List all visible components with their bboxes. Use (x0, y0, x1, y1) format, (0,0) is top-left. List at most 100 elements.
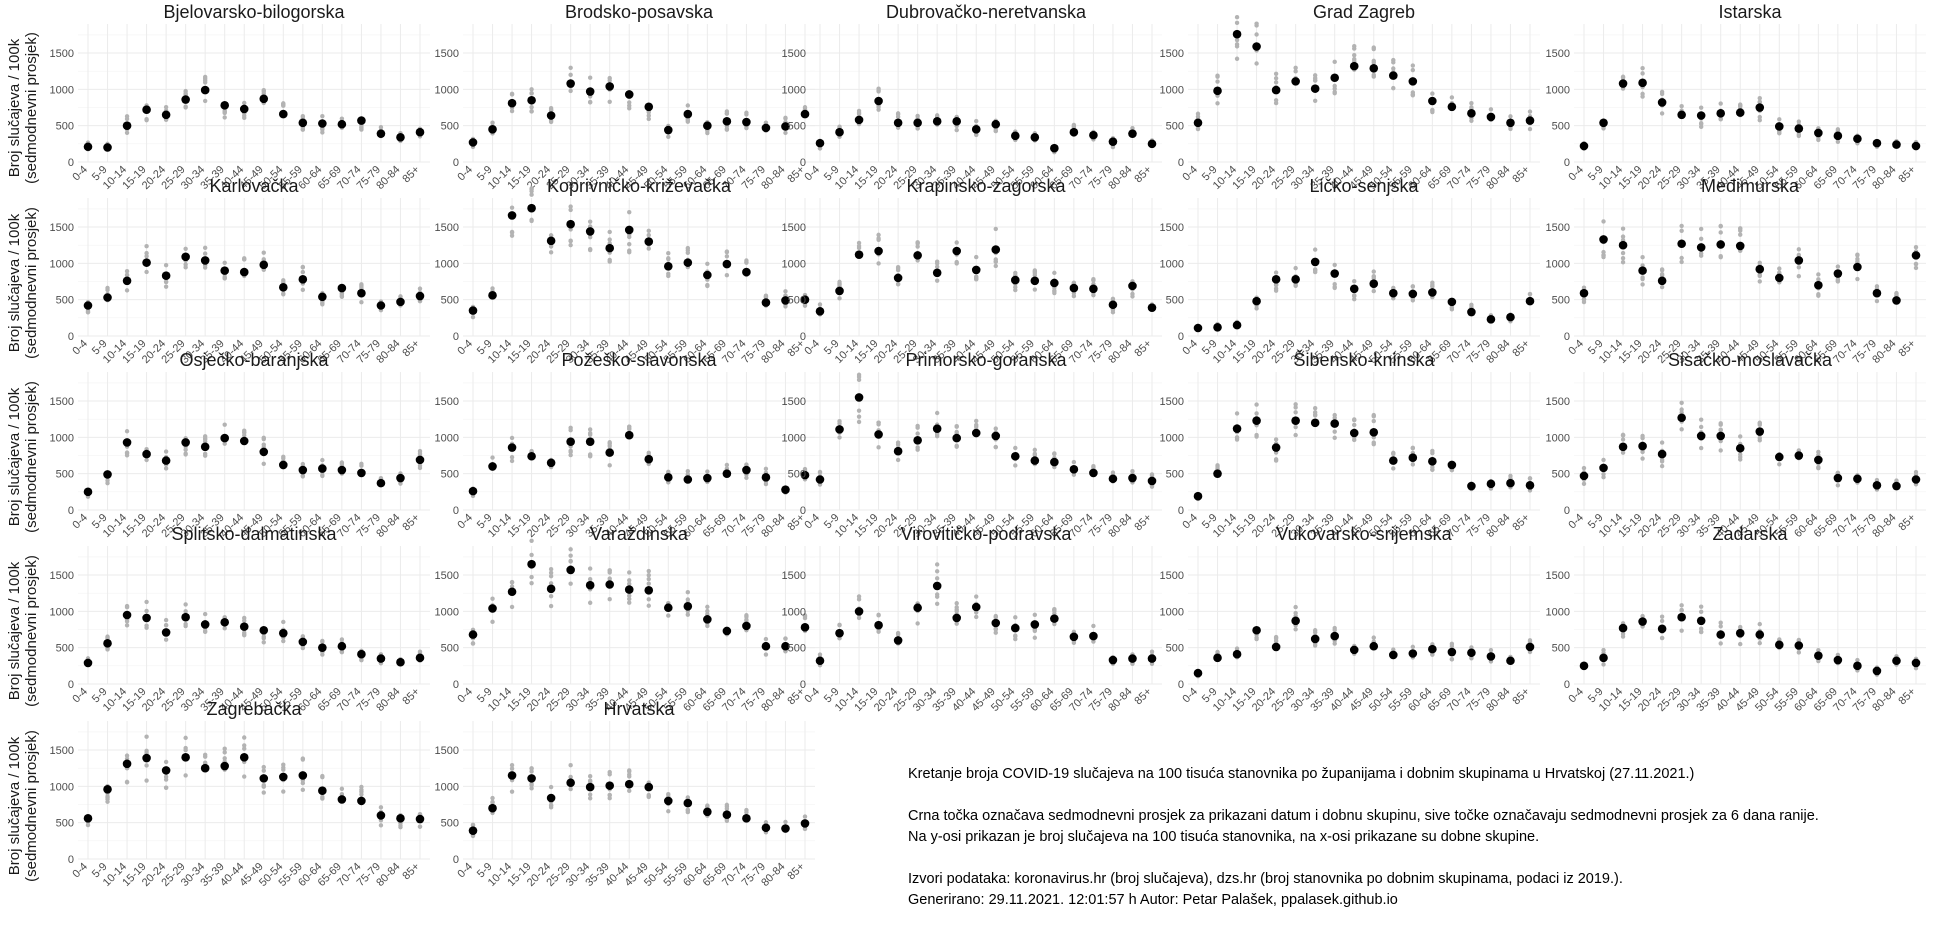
previous-day-point (1718, 254, 1723, 260)
current-point (1774, 122, 1784, 131)
previous-day-point (548, 784, 554, 790)
y-tick-label: 500 (1166, 643, 1184, 655)
previous-day-point (1835, 483, 1841, 488)
current-point (605, 243, 615, 253)
previous-day-point (202, 251, 208, 256)
previous-day-point (1130, 468, 1135, 474)
panel-title: Primorsko-goranska (905, 350, 1067, 370)
previous-day-point (1091, 623, 1096, 629)
previous-day-point (993, 257, 998, 262)
previous-day-point (144, 244, 149, 249)
previous-day-point (202, 437, 208, 442)
current-point (527, 203, 536, 213)
current-point (1330, 631, 1340, 641)
previous-day-point (1659, 89, 1665, 95)
x-tick-label: 85+ (1896, 164, 1918, 186)
previous-day-point (1332, 262, 1337, 268)
current-point (1599, 235, 1608, 244)
previous-day-point (607, 75, 612, 81)
current-point (991, 618, 1001, 628)
current-point (800, 470, 810, 480)
previous-day-point (1352, 422, 1357, 428)
current-point (1486, 314, 1496, 324)
current-point (507, 771, 517, 780)
previous-day-point (607, 772, 612, 777)
previous-day-point (1371, 440, 1376, 445)
previous-day-point (470, 314, 476, 320)
previous-day-point (1032, 628, 1038, 634)
current-point (142, 105, 151, 115)
current-point (761, 641, 771, 651)
panel-title: Zadarska (1712, 524, 1788, 544)
previous-day-point (607, 441, 612, 446)
current-point (1128, 473, 1137, 483)
current-point (605, 448, 615, 457)
previous-day-point (705, 261, 710, 266)
previous-day-point (548, 233, 554, 238)
previous-day-point (1332, 86, 1337, 91)
previous-day-point (1718, 448, 1723, 453)
previous-day-point (1816, 466, 1821, 471)
current-point (278, 109, 288, 119)
previous-day-point (183, 602, 188, 607)
current-point (1853, 474, 1862, 484)
previous-day-point (1032, 635, 1038, 640)
previous-day-point (183, 773, 188, 778)
previous-day-point (1410, 63, 1416, 68)
previous-day-point (1757, 621, 1762, 627)
previous-day-point (1391, 466, 1396, 471)
y-tick-label: 1000 (435, 84, 459, 96)
previous-day-point (993, 426, 998, 431)
previous-day-point (1312, 413, 1318, 418)
previous-day-point (339, 461, 345, 467)
current-point (1128, 654, 1137, 663)
current-point (952, 246, 962, 256)
current-point (703, 121, 712, 130)
previous-day-point (934, 278, 940, 283)
previous-day-point (281, 638, 286, 644)
previous-day-point (724, 126, 730, 132)
previous-day-point (837, 282, 842, 287)
current-point (1618, 623, 1628, 633)
previous-day-point (509, 789, 515, 794)
previous-day-point (1757, 435, 1762, 441)
y-tick-label: 1000 (435, 432, 459, 444)
previous-day-point (895, 282, 901, 287)
previous-day-point (339, 637, 345, 642)
current-point (103, 470, 112, 479)
previous-day-point (509, 92, 515, 97)
current-point (507, 211, 517, 220)
previous-day-point (895, 457, 901, 463)
y-tick-label: 500 (1552, 121, 1570, 133)
current-point (1030, 456, 1040, 465)
x-tick-label: 85+ (400, 338, 422, 360)
current-point (337, 795, 347, 804)
previous-day-point (359, 124, 364, 130)
current-point (318, 786, 327, 796)
previous-day-point (817, 652, 823, 657)
previous-day-point (587, 247, 593, 253)
current-point (357, 288, 366, 298)
current-point (932, 581, 942, 591)
current-point (298, 465, 308, 475)
previous-day-point (685, 809, 691, 815)
previous-day-point (1273, 437, 1279, 442)
panel-title: Koprivničko-križevačka (547, 176, 732, 196)
previous-day-point (993, 444, 998, 450)
previous-day-point (1581, 285, 1587, 290)
current-point (742, 621, 751, 631)
previous-day-point (974, 610, 979, 615)
previous-day-point (242, 746, 247, 751)
previous-day-point (974, 614, 979, 620)
previous-day-point (300, 473, 306, 478)
previous-day-point (509, 435, 515, 441)
panel-title: Osječko-baranjska (179, 350, 329, 370)
previous-day-point (1234, 411, 1240, 416)
previous-day-point (242, 100, 247, 106)
previous-day-point (627, 570, 632, 575)
y-axis-label-row-3-line-2: (sedmodnevni prosjek) (23, 381, 40, 533)
